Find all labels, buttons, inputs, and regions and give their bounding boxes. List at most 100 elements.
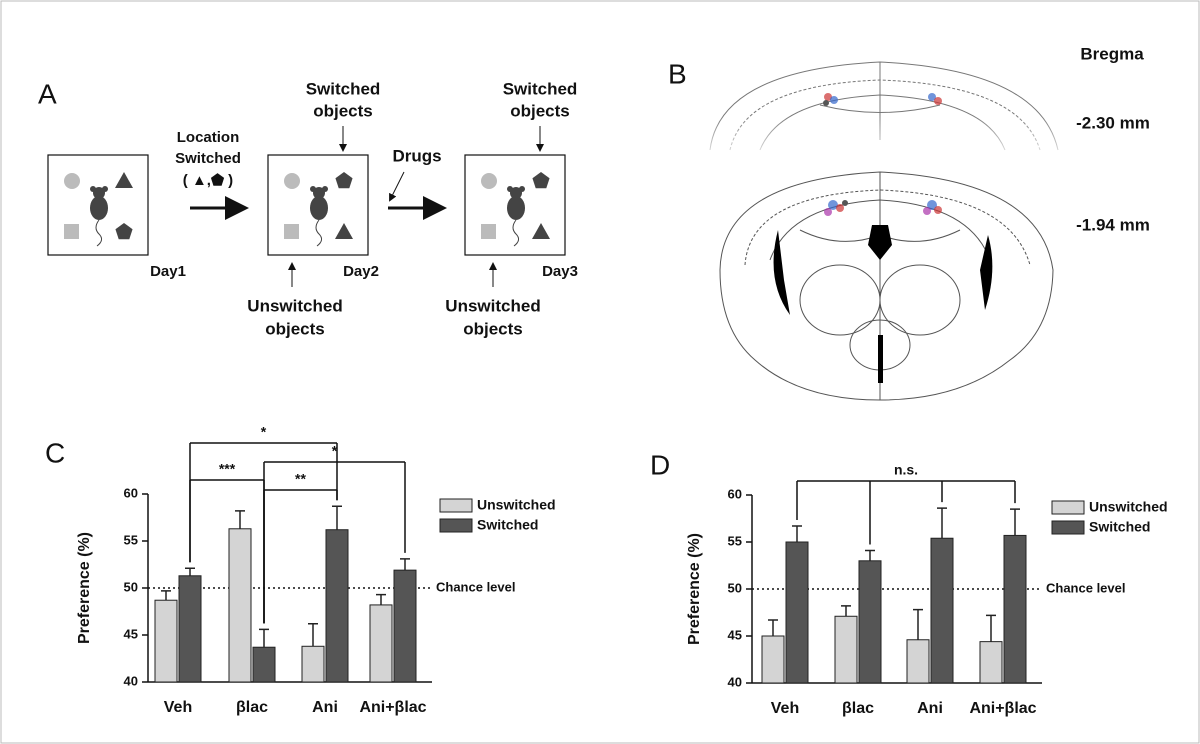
- day-label: Day3: [542, 263, 578, 280]
- y-tick-label: 55: [124, 532, 138, 547]
- y-tick-label: 55: [728, 533, 742, 548]
- ventricle: [878, 335, 883, 383]
- legend-swatch: [1051, 520, 1085, 535]
- bar: [858, 560, 882, 684]
- panel-label: C: [45, 437, 65, 468]
- mouse: [90, 196, 108, 220]
- error-bar: [185, 567, 195, 576]
- bar: [906, 639, 930, 684]
- bar: [369, 604, 393, 683]
- ventricle: [980, 235, 993, 310]
- label: Switched: [503, 79, 578, 98]
- significance-bracket: [796, 480, 1016, 545]
- mouse: [102, 186, 108, 192]
- arrow: [389, 171, 405, 202]
- mouse: [90, 186, 96, 192]
- significance-bracket: [263, 461, 406, 624]
- object: [64, 224, 79, 239]
- bar: [228, 528, 252, 683]
- mouse: [93, 187, 105, 199]
- legend-label: Switched: [477, 517, 538, 533]
- panel-label: B: [668, 58, 687, 89]
- object: [481, 224, 496, 239]
- bar: [252, 646, 276, 683]
- ventricle: [773, 230, 790, 315]
- y-tick-label: 45: [728, 627, 742, 642]
- legend-swatch: [439, 498, 473, 513]
- object: [115, 172, 133, 188]
- y-tick-label: 60: [728, 486, 742, 501]
- y-tick-label: 50: [124, 579, 138, 594]
- bar: [979, 641, 1003, 684]
- bar: [761, 635, 785, 684]
- mouse: [519, 186, 525, 192]
- error-bar: [376, 593, 386, 605]
- object: [115, 223, 133, 240]
- error-bar: [792, 525, 802, 542]
- object: [532, 172, 550, 189]
- x-tick-label: Ani: [312, 699, 338, 716]
- x-tick-label: Ani: [917, 700, 943, 717]
- object: [284, 173, 300, 189]
- bar: [930, 537, 954, 684]
- label: -1.94 mm: [1076, 215, 1150, 234]
- legend-swatch: [1051, 500, 1085, 515]
- error-bar: [913, 608, 923, 640]
- x-tick-label: Ani+βlac: [969, 700, 1036, 717]
- x-tick-label: βlac: [236, 699, 268, 716]
- day-label: Day2: [343, 263, 379, 280]
- bar: [154, 599, 178, 683]
- mouse: [313, 187, 325, 199]
- mouse-tail: [315, 219, 323, 247]
- label: Drugs: [392, 146, 441, 165]
- label: Unswitched: [247, 296, 342, 315]
- injection-sites: [823, 93, 942, 216]
- y-tick-label: 50: [728, 580, 742, 595]
- legend-swatch: [439, 518, 473, 533]
- error-bar: [986, 614, 996, 642]
- bar: [178, 575, 202, 683]
- bar: [301, 645, 325, 683]
- object: [481, 173, 497, 189]
- bar: [393, 569, 417, 683]
- panel-label: D: [650, 449, 670, 480]
- bar: [1003, 534, 1027, 684]
- bar: [834, 615, 858, 684]
- label: objects: [313, 101, 373, 120]
- label: Location: [177, 129, 240, 146]
- significance-label: **: [295, 471, 306, 487]
- significance-label: n.s.: [894, 462, 918, 478]
- mouse: [507, 196, 525, 220]
- panel-a: A Location Switched ( ▲,⬟ ) Day1 Day2 Da…: [38, 78, 578, 338]
- error-bar: [400, 558, 410, 571]
- label: -2.30 mm: [1076, 113, 1150, 132]
- label: ( ▲,⬟ ): [183, 172, 233, 189]
- ventricle: [868, 225, 892, 260]
- object: [335, 223, 353, 239]
- y-axis-label: Preference (%): [76, 532, 93, 644]
- reference-label: Chance level: [436, 579, 516, 594]
- x-tick-label: βlac: [842, 700, 874, 717]
- error-bar: [937, 507, 947, 539]
- significance-label: *: [261, 424, 267, 440]
- panel-b: B Bregma -2.30 mm -1.94 mm: [668, 44, 1150, 401]
- reference-label: Chance level: [1046, 580, 1126, 595]
- error-bar: [841, 605, 851, 617]
- label: Unswitched: [445, 296, 540, 315]
- x-tick-label: Veh: [771, 700, 799, 717]
- label: objects: [510, 101, 570, 120]
- y-axis-label: Preference (%): [686, 533, 703, 645]
- mouse-tail: [512, 219, 520, 247]
- label: objects: [463, 319, 523, 338]
- label: objects: [265, 319, 325, 338]
- mouse: [510, 187, 522, 199]
- object: [64, 173, 80, 189]
- object: [335, 172, 353, 189]
- label: Switched: [175, 150, 241, 167]
- y-tick-label: 40: [124, 673, 138, 688]
- legend-label: Switched: [1089, 519, 1150, 535]
- error-bar: [161, 590, 171, 601]
- error-bar: [308, 622, 318, 647]
- y-tick-label: 40: [728, 674, 742, 689]
- object: [532, 223, 550, 239]
